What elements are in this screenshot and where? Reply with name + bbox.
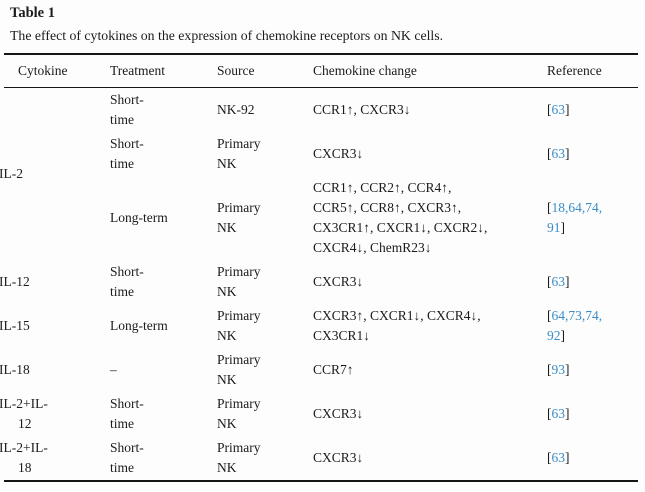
source-cell: Primary NK <box>217 352 261 387</box>
column-header-cytokine: Cytokine <box>18 63 68 78</box>
treatment-cell: Short- time <box>110 92 144 127</box>
citation-bracket: ] <box>565 450 570 465</box>
citation-bracket: [ <box>547 406 552 421</box>
column-header-treatment: Treatment <box>110 63 165 78</box>
citation-bracket: ] <box>560 328 566 343</box>
citation-link[interactable]: 64,73,74, 92 <box>547 308 603 343</box>
treatment-cell: Long-term <box>110 318 168 333</box>
header-row: Cytokine Treatment Source Chemokine change R… <box>4 54 638 88</box>
cytokine-cell: IL-2+IL- 18 <box>0 440 48 475</box>
chemokine-change-cell: CXCR3↑, CXCR1↓, CXCR4↓, CX3CR1↓ <box>313 308 481 343</box>
treatment-cell: Short- time <box>110 136 144 171</box>
citation-bracket: ] <box>565 362 570 377</box>
chemokine-change-cell: CXCR3↓ <box>313 450 364 465</box>
citation-bracket: [ <box>547 200 552 215</box>
reference-cell: [93] <box>533 348 638 392</box>
reference-cell: [63] <box>533 88 638 133</box>
citation-bracket: [ <box>547 362 552 377</box>
table-row: Long-term Primary NK CCR1↑, CCR2↑, CCR4↑, … <box>4 176 638 260</box>
cytokine-cell: IL-15 <box>0 318 30 333</box>
reference-cell: [63] <box>533 392 638 436</box>
table-row: IL-18 – Primary NK CCR7↑ [93] <box>0 348 638 392</box>
column-header-reference: Reference <box>547 63 602 78</box>
source-cell: Primary NK <box>217 308 261 343</box>
column-header-source: Source <box>217 63 255 78</box>
cytokine-cell: IL-12 <box>0 274 30 289</box>
citation-bracket: ] <box>565 102 570 117</box>
citation-link[interactable]: 93 <box>551 362 566 377</box>
table-caption: The effect of cytokines on the expressio… <box>10 28 444 43</box>
chemokine-change-cell: CCR7↑ <box>313 362 354 377</box>
table-row: IL-12 Short- time Primary NK CXCR3↓ [63] <box>0 260 638 304</box>
reference-cell: [64,73,74, 92] <box>533 304 638 348</box>
table-row: IL-2+IL- 12 Short- time Primary NK CXCR3↓ [6… <box>0 392 638 436</box>
chemokine-change-cell: CXCR3↓ <box>313 406 364 421</box>
reference-cell: [63] <box>533 132 638 176</box>
chemokine-change-cell: CCR1↑, CXCR3↓ <box>313 102 411 117</box>
citation-bracket: [ <box>547 102 552 117</box>
citation-link[interactable]: 63 <box>551 406 566 421</box>
chemokine-change-cell: CXCR3↓ <box>313 146 364 161</box>
reference-cell: [18,64,74, 91] <box>533 176 638 260</box>
citation-link[interactable]: 63 <box>551 102 566 117</box>
treatment-cell: Short- time <box>110 440 144 475</box>
treatment-cell: – <box>110 362 117 377</box>
table-row: IL-2+IL- 18 Short- time Primary NK CXCR3↓ [6… <box>0 436 638 481</box>
source-cell: Primary NK <box>217 264 261 299</box>
citation-bracket: [ <box>547 146 552 161</box>
treatment-cell: Long-term <box>110 210 168 225</box>
source-cell: Primary NK <box>217 136 261 171</box>
cytokine-cell: IL-2+IL- 12 <box>0 396 48 431</box>
cytokine-cell: IL-18 <box>0 362 30 377</box>
column-header-chemokine-change: Chemokine change <box>313 63 417 78</box>
table-row: IL-15 Long-term Primary NK CXCR3↑, CXCR1↓, … <box>0 304 638 348</box>
table-title: Table 1 <box>10 5 55 21</box>
treatment-cell: Short- time <box>110 396 144 431</box>
source-cell: Primary NK <box>217 396 261 431</box>
treatment-cell: Short- time <box>110 264 144 299</box>
citation-bracket: [ <box>547 308 552 323</box>
citation-link[interactable]: 63 <box>551 146 566 161</box>
chemokine-change-cell: CXCR3↓ <box>313 274 364 289</box>
citation-bracket: ] <box>565 146 570 161</box>
cytokine-chemokine-table: Cytokine Treatment Source Chemokine change R… <box>0 53 638 482</box>
cytokine-cell: IL-2 <box>0 166 23 181</box>
table-row: Short- time Primary NK CXCR3↓ [63] <box>4 132 638 176</box>
source-cell: Primary NK <box>217 440 261 475</box>
table-row: IL-2 Short- time NK-92 CCR1↑, CXCR3↓ [63] <box>0 88 638 181</box>
citation-bracket: [ <box>547 450 552 465</box>
citation-bracket: ] <box>565 274 570 289</box>
source-cell: NK-92 <box>217 102 255 117</box>
citation-link[interactable]: 18,64,74, 91 <box>547 200 603 235</box>
citation-link[interactable]: 63 <box>551 274 566 289</box>
source-cell: Primary NK <box>217 200 261 235</box>
reference-cell: [63] <box>533 436 638 481</box>
reference-cell: [63] <box>533 260 638 304</box>
citation-bracket: ] <box>565 406 570 421</box>
citation-bracket: [ <box>547 274 552 289</box>
citation-bracket: ] <box>560 220 566 235</box>
citation-link[interactable]: 63 <box>551 450 566 465</box>
chemokine-change-cell: CCR1↑, CCR2↑, CCR4↑, CCR5↑, CCR8↑, CXCR3… <box>313 180 488 255</box>
